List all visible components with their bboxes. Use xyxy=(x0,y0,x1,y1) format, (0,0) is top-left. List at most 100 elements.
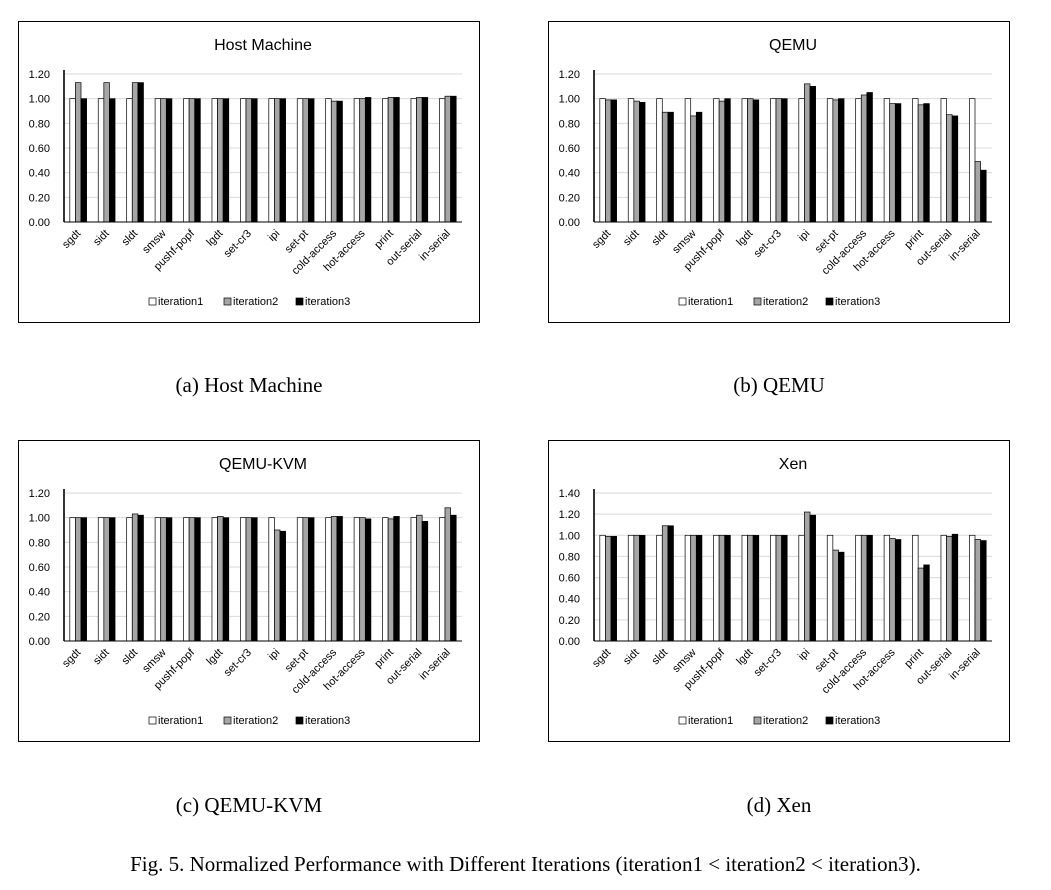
bar-iteration3-ipi xyxy=(279,98,286,223)
x-tick-label: print xyxy=(902,228,926,252)
bar-iteration1-in-serial xyxy=(439,98,446,223)
bar-iteration2-pushf-popf xyxy=(188,98,196,223)
chart-title: QEMU-KVM xyxy=(219,456,307,473)
bar-iteration3-sldt xyxy=(667,525,674,642)
y-tick-label: 0.00 xyxy=(559,636,580,648)
bar-iteration2-ipi xyxy=(274,98,281,223)
legend: iteration1 iteration2 iteration3 xyxy=(678,715,880,727)
bar-iteration3-ipi xyxy=(279,530,286,642)
x-tick-label: set-cr3 xyxy=(222,228,254,260)
bar-iteration3-lgdt xyxy=(752,534,760,642)
bar-iteration3-lgdt xyxy=(752,99,760,223)
legend-swatch-iteration2 xyxy=(753,716,762,725)
bar-iteration2-set-pt xyxy=(302,98,309,223)
bar-iteration2-smsw xyxy=(160,98,167,223)
y-tick-label: 0.00 xyxy=(29,217,50,229)
y-tick-label: 0.20 xyxy=(559,192,580,204)
legend-label-iteration2: iteration2 xyxy=(763,715,808,727)
legend-swatch-iteration1 xyxy=(678,297,687,306)
x-tick-label: lgdt xyxy=(204,228,225,249)
bar-iteration1-in-serial xyxy=(439,517,446,642)
bar-iteration2-set-pt xyxy=(832,549,839,642)
y-tick-label: 1.40 xyxy=(559,488,580,500)
x-tick-label: sldt xyxy=(650,228,671,249)
y-tick-label: 1.00 xyxy=(559,94,580,106)
legend-swatch-iteration1 xyxy=(148,297,157,306)
x-tick-label: set-cr3 xyxy=(222,647,254,679)
y-tick-label: 0.80 xyxy=(29,118,50,130)
x-tick-label: sgdt xyxy=(60,228,83,251)
bar-iteration2-sgdt xyxy=(605,99,612,223)
bar-iteration3-hot-access xyxy=(894,539,902,642)
bar-iteration2-pushf-popf xyxy=(188,517,196,642)
bar-iteration2-sgdt xyxy=(75,82,82,223)
bar-iteration1-print xyxy=(912,534,919,642)
bar-iteration2-sidt xyxy=(633,100,640,223)
bar-iteration1-set-pt xyxy=(296,517,304,642)
bar-iteration2-lgdt xyxy=(217,516,224,642)
bar-iteration2-sidt xyxy=(103,517,110,642)
legend-swatch-iteration3 xyxy=(295,297,304,306)
legend-swatch-iteration3 xyxy=(295,716,304,725)
bar-iteration1-smsw xyxy=(154,517,162,642)
bar-iteration2-out-serial xyxy=(416,97,423,223)
bar-iteration1-set-cr3 xyxy=(770,98,777,223)
bar-iteration3-sidt xyxy=(639,102,646,223)
bar-iteration3-smsw xyxy=(695,111,703,223)
bar-iteration1-sldt xyxy=(126,98,133,223)
figure-caption: Fig. 5. Normalized Performance with Diff… xyxy=(130,852,921,876)
chart-title: Xen xyxy=(779,456,807,473)
bar-iteration1-lgdt xyxy=(211,98,218,223)
bar-iteration3-cold-access xyxy=(336,100,343,223)
y-tick-label: 0.20 xyxy=(29,611,50,623)
x-tick-label: ipi xyxy=(266,228,282,244)
chart-panel-qemu: QEMU 0.00 0.20 0.40 0.60 0.80 1.00 1.20 sgdt sidt… xyxy=(548,21,1010,323)
legend-swatch-iteration1 xyxy=(678,716,687,725)
bar-iteration3-cold-access xyxy=(336,516,343,642)
bar-iteration3-set-pt xyxy=(838,98,845,223)
bar-iteration3-pushf-popf xyxy=(194,517,201,642)
x-tick-label: sidt xyxy=(91,647,112,668)
bar-iteration1-ipi xyxy=(798,98,805,223)
x-tick-label: in-serial xyxy=(417,647,453,683)
bar-iteration1-sgdt xyxy=(599,534,606,642)
bar-iteration1-sldt xyxy=(126,517,133,642)
bar-iteration2-hot-access xyxy=(359,517,366,642)
bar-iteration2-print xyxy=(917,104,925,223)
bar-iteration1-print xyxy=(382,517,389,642)
x-tick-label: ipi xyxy=(796,228,812,244)
bar-iteration1-sgdt xyxy=(599,98,606,223)
bar-iteration1-out-serial xyxy=(940,534,947,642)
bar-iteration2-set-cr3 xyxy=(775,98,782,223)
bar-iteration2-print xyxy=(917,567,925,642)
y-tick-label: 0.40 xyxy=(29,168,50,180)
bar-iteration2-ipi xyxy=(274,529,281,642)
bar-iteration3-in-serial xyxy=(980,169,987,223)
bar-iteration1-ipi xyxy=(798,534,805,642)
bar-iteration1-lgdt xyxy=(741,534,748,642)
bar-iteration2-lgdt xyxy=(747,98,754,223)
bar-iteration1-smsw xyxy=(154,98,162,223)
x-tick-label: print xyxy=(902,647,926,671)
chart-title: QEMU xyxy=(769,37,817,54)
y-tick-label: 1.20 xyxy=(559,69,580,81)
bar-iteration2-in-serial xyxy=(444,507,451,642)
bar-iteration2-print xyxy=(387,518,395,642)
bar-iteration1-hot-access xyxy=(353,98,361,223)
x-tick-label: set-cr3 xyxy=(752,647,784,679)
bar-iteration2-out-serial xyxy=(416,514,423,642)
bar-iteration1-cold-access xyxy=(855,534,862,642)
legend-swatch-iteration2 xyxy=(223,297,232,306)
x-tick-label: lgdt xyxy=(204,647,225,668)
bar-iteration1-hot-access xyxy=(883,98,891,223)
legend-label-iteration3: iteration3 xyxy=(835,296,880,308)
bar-iteration2-sldt xyxy=(661,525,669,642)
bar-iteration1-pushf-popf xyxy=(183,517,190,642)
x-tick-label: sldt xyxy=(120,228,141,249)
bar-iteration2-hot-access xyxy=(359,98,366,223)
bar-iteration1-print xyxy=(382,98,389,223)
bar-iteration1-set-pt xyxy=(296,98,304,223)
bar-iteration3-hot-access xyxy=(364,518,372,642)
x-tick-label: lgdt xyxy=(734,647,755,668)
bar-iteration2-hot-access xyxy=(889,103,896,223)
